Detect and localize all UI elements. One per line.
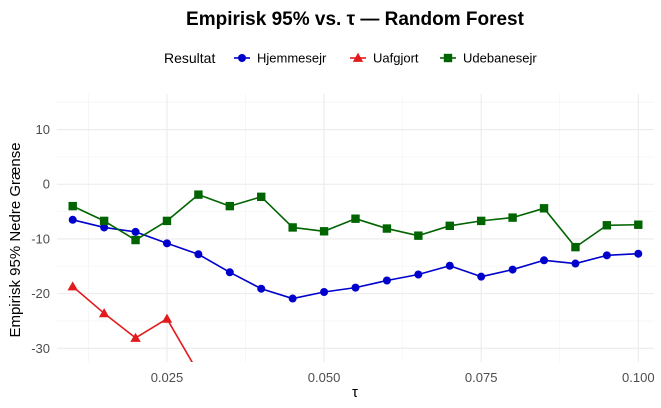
data-point (571, 242, 580, 252)
data-point (445, 221, 454, 231)
data-point (382, 276, 391, 285)
tick-labels: 0.025 0.050 0.075 0.100 -30 -20 -10 0 10 (31, 122, 654, 385)
series-uafgjort (67, 281, 203, 377)
x-tick-label: 0.050 (308, 370, 341, 385)
x-axis-title: τ (352, 384, 358, 401)
data-point (257, 284, 266, 293)
data-point (257, 192, 266, 202)
data-point (320, 287, 329, 296)
data-point (351, 283, 360, 292)
data-point (130, 332, 141, 342)
data-point (225, 268, 234, 277)
data-point (193, 368, 203, 377)
x-tick-label: 0.075 (465, 370, 498, 385)
data-point (414, 231, 423, 240)
y-axis-title: Empirisk 95% Nedre Grænse (7, 142, 24, 337)
data-point (351, 214, 360, 223)
legend-label: Hjemmesejr (257, 51, 327, 66)
data-point (131, 227, 140, 236)
data-point (288, 294, 297, 303)
data-point (445, 261, 454, 270)
data-point (477, 272, 486, 281)
data-point (194, 190, 203, 199)
data-point (540, 256, 549, 265)
data-point (508, 265, 517, 274)
legend-item: Udebanesejr (440, 51, 537, 66)
data-point (571, 259, 580, 268)
data-point (414, 270, 423, 279)
data-point (131, 235, 140, 245)
data-point (225, 201, 235, 211)
x-tick-label: 0.100 (622, 370, 655, 385)
legend-items: Hjemmesejr Uafgjort Udebanesejr (234, 51, 537, 66)
y-tick-label: -20 (31, 286, 50, 301)
legend-key-marker (443, 53, 453, 63)
legend-key-marker (352, 52, 364, 62)
legend-key-marker (238, 54, 246, 62)
grid (57, 94, 654, 362)
series-udebanesejr (68, 190, 643, 252)
series-layer (67, 190, 643, 377)
chart-title: Empirisk 95% vs. τ — Random Forest (186, 9, 525, 30)
data-point (634, 220, 643, 229)
data-point (162, 239, 171, 248)
y-tick-label: 0 (43, 177, 50, 192)
data-point (68, 201, 77, 211)
data-point (602, 251, 611, 260)
data-point (68, 215, 77, 224)
data-point (288, 223, 297, 232)
legend: Resultat Hjemmesejr Uafgjort Udebanesejr (164, 50, 537, 66)
legend-item: Hjemmesejr (234, 51, 327, 66)
data-point (508, 213, 517, 222)
y-tick-label: 10 (36, 122, 50, 137)
series-hjemmesejr (68, 215, 643, 303)
data-point (98, 308, 110, 318)
data-point (162, 216, 172, 226)
y-tick-label: -30 (31, 341, 50, 356)
legend-label: Udebanesejr (463, 51, 537, 66)
data-point (602, 221, 612, 230)
legend-item: Uafgjort (350, 51, 419, 66)
legend-label: Uafgjort (373, 51, 419, 66)
data-point (634, 249, 643, 258)
data-point (67, 281, 78, 291)
data-point (476, 216, 486, 226)
series-line (72, 285, 193, 362)
data-point (319, 227, 329, 236)
data-point (99, 216, 109, 226)
x-tick-label: 0.025 (151, 370, 184, 385)
data-point (382, 224, 392, 233)
y-tick-label: -10 (31, 231, 50, 246)
data-point (161, 313, 173, 323)
data-point (100, 223, 109, 232)
data-point (194, 250, 203, 259)
data-point (539, 204, 549, 213)
legend-title: Resultat (164, 50, 215, 66)
